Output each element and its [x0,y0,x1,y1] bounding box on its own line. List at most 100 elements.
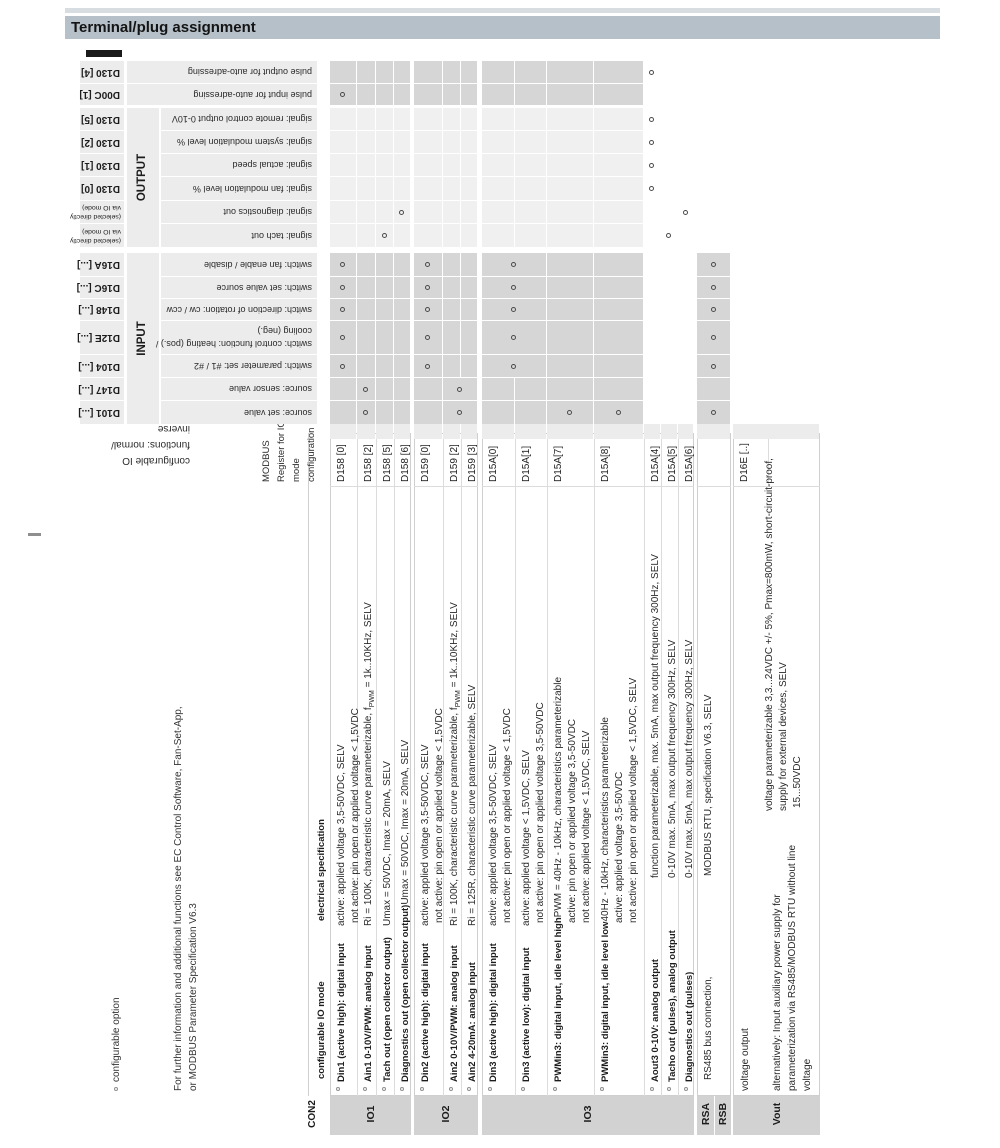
grid-cell [357,84,375,105]
gutter-cell [414,424,442,439]
config-circle [457,387,462,392]
grid-cell [461,84,477,105]
grid-cell [376,201,393,223]
row-divider [594,433,595,1096]
grid-cell [678,253,693,276]
grid-cell [330,224,356,247]
config-circle [649,140,654,145]
row-label: Ain2 0-10V/PWM: analog input [449,945,460,1082]
grid-cell [376,131,393,153]
grid-cell [394,401,410,424]
table-row-line: Tacho out (pulses), analog output 0-10V m… [667,640,678,1091]
column-description: signal: diagnostics out [223,207,312,217]
register-value: D158 [5] [382,444,393,482]
column-register-id: (selected directly [70,213,121,220]
config-circle [682,210,688,215]
grid-cell [376,154,393,176]
config-circle [649,117,654,122]
row-divider [376,433,377,1096]
grid-cell [515,401,546,424]
column-description: source: sensor value [228,384,312,394]
option-ring-icon [521,1087,525,1091]
grid-cell [461,108,477,130]
register-value: D15A[5] [667,445,678,482]
option-ring-icon [553,1087,557,1091]
grid-cell [394,131,410,153]
grid-cell [547,253,593,276]
row-label: Aout3 0-10V: analog output [650,959,661,1082]
option-ring-icon [488,1087,492,1091]
grid-cell [661,61,677,83]
grid-cell [678,84,693,105]
grid-cell [357,177,375,200]
grid-cell [376,61,393,83]
spec-line: not active: pin open or applied voltage … [502,708,513,923]
column-description: switch: set value source [216,283,312,293]
register-value: D158 [0] [336,444,347,482]
grid-cell [482,61,514,83]
table-row-line: Ain1 0-10V/PWM: analog input Ri = 100K, c… [363,602,376,1091]
output-group-label: OUTPUT [136,153,148,202]
spec-line: active: applied voltage 3,5-50VDC, SELV [336,744,347,926]
grid-cell [482,177,514,200]
grid-cell [357,131,375,153]
row-label: Din3 (active high): digital input [488,943,499,1082]
grid-cell [330,401,356,424]
column-register-id: D130 [1] [81,160,120,171]
grid-cell [394,378,410,400]
rotated-table: configurable option For further informati… [70,45,993,1143]
register-value: D159 [2] [449,444,460,482]
gutter-cell [443,424,460,439]
footnote-circle-option: configurable option [111,997,122,1091]
column-description: switch: parameter set: #1 / #2 [193,361,312,371]
spec-line: 40Hz - 10kHz, characteristics parameteri… [600,717,611,922]
group-box-rsa: RSA [697,1093,714,1135]
grid-cell [678,355,693,377]
option-ring-icon [684,1087,688,1091]
config-circle [511,364,516,369]
grid-cell [376,321,393,354]
grid-cell [357,61,375,83]
config-circle [649,70,654,75]
row-divider [394,433,395,1096]
gutter-cell [515,424,546,439]
row-divider [661,433,662,1096]
gutter-cell [733,424,819,439]
grid-cell [515,131,546,153]
config-circle [363,387,368,392]
grid-cell [547,84,593,105]
grid-cell [594,61,643,83]
grid-cell [394,321,410,354]
grid-cell [376,253,393,276]
grid-cell [547,177,593,200]
grid-cell [515,108,546,130]
grid-cell [594,253,643,276]
spec-line: not active: pin open or applied voltage … [628,677,639,923]
footnote-info-1: For further information and additional f… [173,706,184,1091]
register-value: D15A[6] [684,445,695,482]
group-box-io1: IO1 [330,1093,411,1135]
grid-cell [357,355,375,377]
grid-cell [594,321,643,354]
grid-cell [594,277,643,298]
grid-cell [414,401,442,424]
grid-cell [414,61,442,83]
column-description: signal: actual speed [232,160,312,170]
option-ring-icon [400,1087,404,1091]
register-value: D158 [6] [400,444,411,482]
register-value: D15A[7] [553,445,564,482]
header-top-rule [308,433,309,1096]
gutter-cell [661,424,677,439]
group-box-io3: IO3 [482,1093,694,1135]
grid-cell [515,154,546,176]
grid-cell [394,108,410,130]
grid-cell [461,201,477,223]
table-row-line: Diagnostics out (open collector output) U… [400,740,411,1091]
grid-cell [330,154,356,176]
grid-cell [330,177,356,200]
row-label-line: alternatively: Input auxiliary power sup… [772,894,783,1091]
table-row-line: Din3 (active high): digital input active:… [488,744,499,1091]
footnote-info-2: or MODBUS Parameter Specification V6.3 [188,903,199,1091]
option-ring-icon [467,1087,471,1091]
grid-cell [697,378,730,400]
